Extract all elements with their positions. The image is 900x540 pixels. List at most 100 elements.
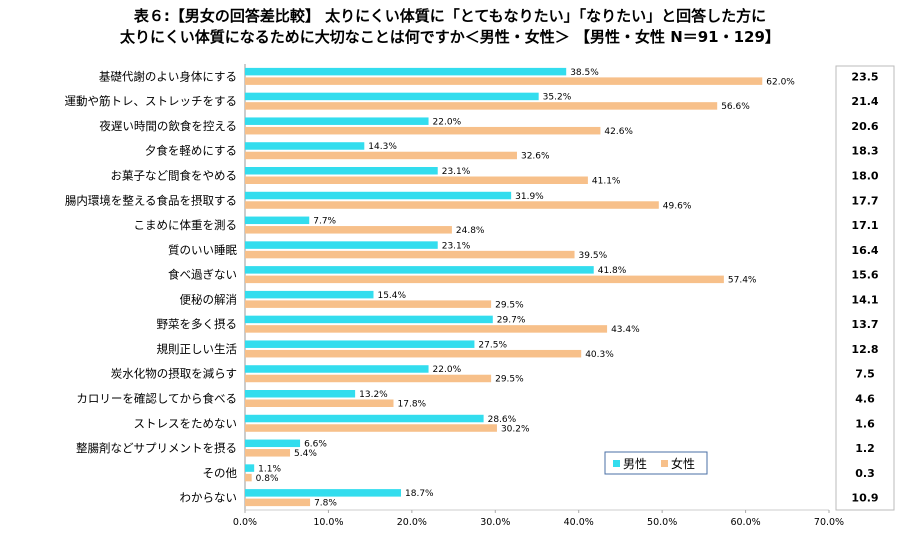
- value-label-male: 29.7%: [497, 316, 526, 326]
- difference-value: 1.2: [855, 442, 875, 455]
- category-label: 食べ過ぎない: [168, 268, 237, 282]
- bar-male: [245, 142, 365, 150]
- chart-title: 表６:【男女の回答差比較】 太りにくい体質に「とてもなりたい」「なりたい」と回答…: [0, 6, 900, 48]
- value-label-male: 23.1%: [442, 241, 471, 251]
- difference-value: 14.1: [851, 293, 878, 306]
- bar-female: [245, 374, 492, 383]
- bar-female: [245, 126, 601, 135]
- x-tick-label: 50.0%: [647, 517, 677, 528]
- category-label: わからない: [180, 491, 238, 505]
- value-label-female: 39.5%: [579, 251, 608, 261]
- bar-female: [245, 275, 724, 284]
- legend-swatch-female: [661, 460, 668, 467]
- difference-value: 15.6: [851, 269, 878, 282]
- bar-male: [245, 241, 438, 249]
- difference-value: 1.6: [855, 417, 875, 430]
- value-label-female: 29.5%: [495, 300, 524, 310]
- bar-female: [245, 325, 608, 333]
- bar-female: [245, 498, 311, 507]
- value-label-male: 22.0%: [433, 117, 462, 127]
- value-label-female: 62.0%: [766, 77, 795, 87]
- bar-male: [245, 340, 475, 348]
- difference-column-box: [835, 65, 895, 511]
- category-label: 整腸剤などサプリメントを摂る: [76, 441, 237, 455]
- x-tick-label: 70.0%: [814, 517, 844, 528]
- value-label-male: 35.2%: [543, 93, 572, 103]
- category-label: 野菜を多く摂る: [157, 317, 238, 331]
- legend-label-male: 男性: [623, 457, 647, 471]
- bar-female: [245, 449, 291, 457]
- value-label-female: 29.5%: [495, 375, 524, 385]
- value-label-female: 57.4%: [728, 276, 757, 286]
- difference-value: 18.0: [851, 170, 878, 183]
- difference-value: 23.5: [851, 70, 878, 83]
- difference-value: 7.5: [855, 368, 875, 381]
- chart-title-line-2: 太りにくい体質になるために大切なことは何ですか＜男性・女性＞ 【男性・女性 N＝…: [120, 28, 780, 46]
- bar-male: [245, 92, 539, 101]
- bar-male: [245, 167, 438, 175]
- value-label-female: 42.6%: [604, 127, 633, 137]
- value-label-male: 14.3%: [368, 142, 397, 152]
- category-label: 運動や筋トレ、ストレッチをする: [65, 94, 238, 108]
- category-label: 炭水化物の摂取を減らす: [111, 367, 237, 381]
- difference-value: 17.7: [851, 194, 878, 207]
- x-tick-label: 0.0%: [233, 517, 257, 528]
- difference-value: 17.1: [851, 219, 878, 232]
- category-label: 夜遅い時間の飲食を控える: [99, 119, 237, 133]
- bar-male: [245, 191, 512, 200]
- bar-male: [245, 67, 567, 76]
- value-label-female: 30.2%: [501, 424, 530, 434]
- value-label-male: 23.1%: [442, 167, 471, 177]
- value-label-male: 41.8%: [598, 266, 627, 276]
- bar-female: [245, 201, 659, 209]
- value-label-female: 7.8%: [314, 499, 337, 509]
- value-label-male: 31.9%: [515, 192, 544, 202]
- bar-female: [245, 473, 252, 482]
- bar-female: [245, 300, 492, 308]
- bar-male: [245, 117, 429, 125]
- difference-value: 18.3: [851, 145, 878, 158]
- value-label-male: 18.7%: [405, 489, 434, 499]
- value-label-male: 6.6%: [304, 440, 327, 450]
- bar-male: [245, 439, 301, 448]
- bar-male: [245, 216, 310, 225]
- category-label: 規則正しい生活: [157, 342, 238, 356]
- value-label-male: 13.2%: [359, 390, 388, 400]
- difference-value: 4.6: [855, 393, 875, 406]
- category-label: ストレスをためない: [134, 416, 238, 430]
- category-label: カロリーを確認してから食べる: [76, 392, 237, 406]
- value-label-male: 28.6%: [488, 415, 517, 425]
- bar-male: [245, 365, 429, 373]
- legend-label-female: 女性: [671, 456, 695, 471]
- bar-male: [245, 414, 484, 423]
- value-label-female: 0.8%: [256, 474, 279, 484]
- value-label-male: 38.5%: [570, 68, 599, 78]
- bar-male: [245, 489, 402, 497]
- chart-title-line-1: 表６:【男女の回答差比較】 太りにくい体質に「とてもなりたい」「なりたい」と回答…: [133, 7, 767, 25]
- category-label: お菓子など間食をやめる: [111, 169, 238, 183]
- value-label-female: 49.6%: [663, 201, 692, 211]
- bar-female: [245, 151, 517, 160]
- value-label-female: 56.6%: [721, 102, 750, 112]
- bar-female: [245, 176, 588, 184]
- x-tick-label: 40.0%: [564, 517, 594, 528]
- difference-value: 16.4: [851, 244, 878, 257]
- bar-female: [245, 226, 452, 234]
- value-label-male: 27.5%: [478, 340, 507, 350]
- x-tick-label: 60.0%: [730, 517, 760, 528]
- legend-box: [604, 451, 708, 475]
- legend-swatch-male: [613, 460, 620, 467]
- value-label-male: 22.0%: [433, 365, 462, 375]
- bar-female: [245, 399, 394, 407]
- value-label-male: 15.4%: [377, 291, 406, 301]
- x-tick-label: 20.0%: [397, 517, 427, 528]
- value-label-female: 17.8%: [398, 400, 427, 410]
- category-label: 質のいい睡眠: [168, 243, 237, 257]
- difference-value: 0.3: [855, 467, 875, 480]
- difference-value: 12.8: [851, 343, 878, 356]
- x-tick-label: 10.0%: [313, 517, 343, 528]
- value-label-female: 41.1%: [592, 177, 621, 187]
- difference-value: 10.9: [851, 492, 878, 505]
- category-label: 便秘の解消: [180, 292, 238, 306]
